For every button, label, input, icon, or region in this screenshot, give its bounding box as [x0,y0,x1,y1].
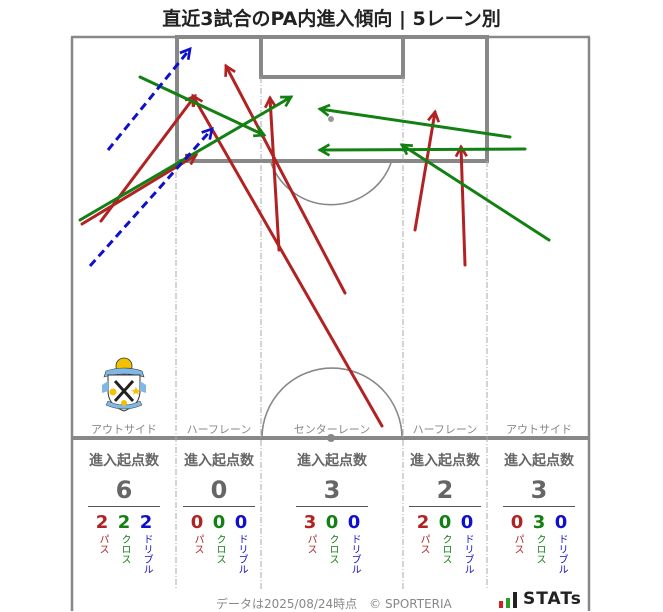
pass-label: パス [305,534,316,554]
stat-heading: 進入起点数 [297,453,367,469]
stat-heading: 進入起点数 [504,453,574,469]
stat-heading: 進入起点数 [184,453,254,469]
lane-label-halflane-right: ハーフレーン [412,423,478,436]
dribble-label: ドリブル [141,534,152,574]
dribble-count: 2 [139,512,153,533]
cross-label: クロス [440,534,451,564]
stat-total: 6 [115,476,133,504]
lane-dividers [175,77,488,590]
stat-column-center: 進入起点数 3 3 パス 0 クロス 0 ドリブル [262,450,402,574]
logo-text: STATs [523,589,582,609]
cross-label: クロス [119,534,130,564]
dribble-label: ドリブル [556,534,567,574]
pass-label: パス [192,534,203,554]
pass-label: パス [97,534,108,554]
team-crest-icon [102,357,146,412]
cross-label: クロス [534,534,545,564]
logo-bar-black-icon [513,592,517,608]
pass-label: パス [418,534,429,554]
stat-total: 2 [436,476,454,504]
lane-label-center: センターレーン [293,423,371,436]
cross-count: 3 [532,512,546,533]
pass-count: 3 [303,512,317,533]
stat-column-halflane-right: 進入起点数 2 2 パス 0 クロス 0 ドリブル [404,450,486,574]
dribble-count: 0 [234,512,248,533]
stat-divider [183,506,255,507]
cross-count: 2 [117,512,131,533]
data-timestamp-note: データは2025/08/24時点 © SPORTERIA [216,597,452,611]
pass-count: 0 [190,512,204,533]
page-title: 直近3試合のPA内進入傾向 | 5レーン別 [162,8,501,30]
stat-divider [88,506,160,507]
stats-logo: STATs [499,590,582,608]
dribble-label: ドリブル [349,534,360,574]
lane-label-halflane-left: ハーフレーン [186,423,252,436]
dribble-label: ドリブル [462,534,473,574]
stat-column-halflane-left: 進入起点数 0 0 パス 0 クロス 0 ドリブル [178,450,260,574]
stat-total: 0 [210,476,228,504]
stat-divider [409,506,481,507]
cross-label: クロス [327,534,338,564]
cross-count: 0 [325,512,339,533]
stat-heading: 進入起点数 [410,453,480,469]
dribble-count: 0 [554,512,568,533]
pass-count: 0 [510,512,524,533]
stat-heading: 進入起点数 [89,453,159,469]
stat-divider [296,506,368,507]
dribble-arrows [88,46,214,267]
stat-column-outside-right: 進入起点数 3 0 パス 3 クロス 0 ドリブル [490,450,588,574]
cross-label: クロス [214,534,225,564]
logo-bar-red-icon [499,601,503,608]
lane-label-outside-left: アウトサイド [91,423,157,436]
stat-divider [503,506,575,507]
logo-bar-green-icon [506,598,510,608]
dribble-label: ドリブル [236,534,247,574]
dribble-count: 0 [347,512,361,533]
pass-count: 2 [95,512,109,533]
cross-arrows [78,75,551,242]
stat-total: 3 [323,476,341,504]
stat-column-outside-left: 進入起点数 6 2 パス 2 クロス 2 ドリブル [76,450,172,574]
cross-count: 0 [438,512,452,533]
pass-count: 2 [416,512,430,533]
lane-label-outside-right: アウトサイド [506,423,572,436]
cross-count: 0 [212,512,226,533]
pass-label: パス [512,534,523,554]
stat-total: 3 [530,476,548,504]
pitch-lines [70,35,591,611]
dribble-count: 0 [460,512,474,533]
pass-arrows [80,63,468,428]
